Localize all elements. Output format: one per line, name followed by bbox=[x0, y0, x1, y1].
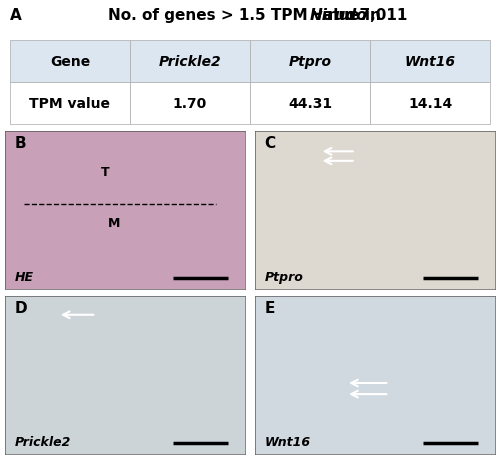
Text: 14.14: 14.14 bbox=[408, 97, 452, 111]
Text: B: B bbox=[14, 136, 26, 151]
Text: Prickle2: Prickle2 bbox=[158, 55, 222, 69]
Bar bbox=[10, 41, 130, 83]
Bar bbox=[370, 83, 490, 124]
Text: Hirudo: Hirudo bbox=[310, 8, 368, 23]
Text: Wnt16: Wnt16 bbox=[404, 55, 456, 69]
Bar bbox=[130, 83, 250, 124]
Bar bbox=[10, 83, 130, 124]
Text: C: C bbox=[264, 136, 276, 151]
Text: 1.70: 1.70 bbox=[173, 97, 207, 111]
Text: Ptpro: Ptpro bbox=[264, 270, 304, 283]
Text: Prickle2: Prickle2 bbox=[14, 435, 71, 448]
Bar bbox=[250, 83, 370, 124]
Text: No. of genes > 1.5 TPM value in: No. of genes > 1.5 TPM value in bbox=[108, 8, 386, 23]
Text: TPM value: TPM value bbox=[30, 97, 110, 111]
Text: Gene: Gene bbox=[50, 55, 90, 69]
Bar bbox=[250, 41, 370, 83]
Text: T: T bbox=[101, 166, 110, 179]
Text: Ptpro: Ptpro bbox=[288, 55, 332, 69]
Text: 44.31: 44.31 bbox=[288, 97, 332, 111]
Text: M: M bbox=[108, 217, 120, 230]
Text: E: E bbox=[264, 301, 275, 316]
Text: : 7,011: : 7,011 bbox=[348, 8, 407, 23]
Bar bbox=[370, 41, 490, 83]
Bar bbox=[130, 41, 250, 83]
Text: HE: HE bbox=[14, 270, 34, 283]
Text: A: A bbox=[10, 8, 22, 23]
Text: Wnt16: Wnt16 bbox=[264, 435, 310, 448]
Text: D: D bbox=[14, 301, 27, 316]
